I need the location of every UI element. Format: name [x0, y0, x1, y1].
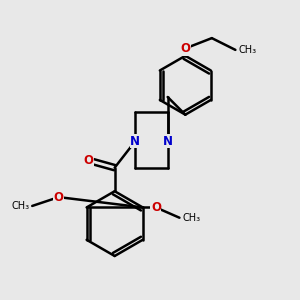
Text: O: O	[151, 201, 161, 214]
Text: O: O	[180, 42, 190, 55]
Text: CH₃: CH₃	[182, 213, 200, 223]
Text: N: N	[130, 135, 140, 148]
Text: O: O	[54, 190, 64, 204]
Text: N: N	[163, 135, 173, 148]
Text: O: O	[83, 154, 93, 167]
Text: CH₃: CH₃	[238, 45, 256, 55]
Text: CH₃: CH₃	[11, 201, 29, 211]
